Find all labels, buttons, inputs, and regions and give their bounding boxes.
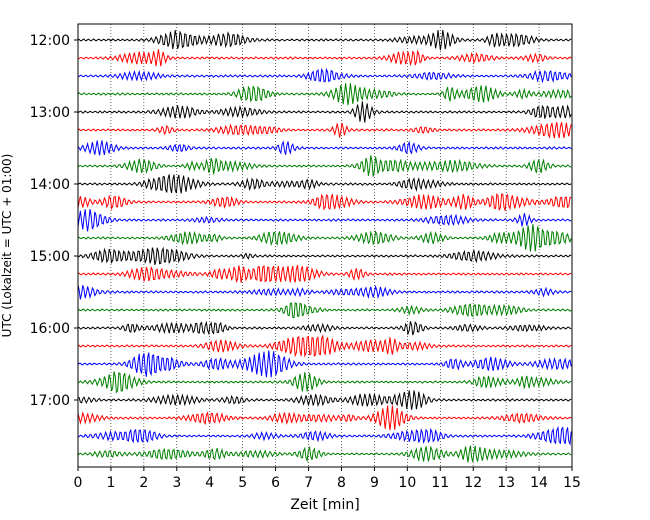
trace-12	[77, 224, 572, 252]
x-tick-label-4: 4	[205, 475, 214, 491]
trace-19	[77, 350, 572, 378]
trace-5	[77, 101, 572, 123]
trace-17	[77, 320, 572, 336]
y-tick-label-1: 13:00	[30, 105, 70, 121]
x-tick-label-2: 2	[139, 475, 148, 491]
trace-24	[77, 445, 572, 463]
x-axis-label: Zeit [min]	[290, 497, 359, 513]
trace-6	[77, 122, 572, 139]
y-axis-ticks: 12:00 13:00 14:00 15:00 16:00 17:00	[30, 33, 78, 409]
trace-20	[77, 371, 572, 394]
trace-9	[77, 174, 572, 194]
x-tick-label-1: 1	[106, 475, 115, 491]
x-tick-label-6: 6	[271, 475, 280, 491]
x-tick-label-12: 12	[464, 475, 482, 491]
x-tick-label-10: 10	[398, 475, 416, 491]
trace-15	[77, 284, 572, 300]
trace-23	[77, 425, 572, 446]
trace-22	[77, 405, 572, 431]
trace-3	[77, 67, 572, 84]
plot-frame	[77, 23, 573, 468]
x-tick-label-9: 9	[370, 475, 379, 491]
x-tick-label-3: 3	[172, 475, 181, 491]
x-tick-label-5: 5	[238, 475, 247, 491]
trace-2	[77, 49, 572, 67]
x-tick-label-14: 14	[530, 475, 548, 491]
trace-1	[77, 29, 572, 51]
x-tick-label-8: 8	[337, 475, 346, 491]
x-tick-label-7: 7	[304, 475, 313, 491]
trace-8	[77, 155, 572, 177]
y-tick-label-3: 15:00	[30, 249, 70, 265]
vertical-gridlines	[110, 24, 540, 467]
x-tick-label-0: 0	[74, 475, 83, 491]
trace-11	[77, 209, 572, 232]
x-tick-label-11: 11	[431, 475, 449, 491]
x-tick-label-13: 13	[497, 475, 515, 491]
trace-4	[77, 83, 572, 106]
trace-7	[77, 140, 572, 156]
x-axis-ticks: 0 1 2 3 4 5 6 7 8 9 10 11 12 13 14 15	[74, 467, 581, 491]
x-tick-label-15: 15	[563, 475, 581, 491]
y-axis-label: UTC (Lokalzeit = UTC + 01:00)	[0, 154, 14, 338]
y-tick-label-2: 14:00	[30, 177, 70, 193]
seismogram-traces	[77, 29, 572, 463]
y-tick-label-0: 12:00	[30, 33, 70, 49]
trace-16	[77, 302, 572, 319]
trace-21	[77, 390, 572, 410]
trace-10	[77, 192, 572, 211]
y-tick-label-5: 17:00	[30, 393, 70, 409]
y-tick-label-4: 16:00	[30, 321, 70, 337]
trace-18	[77, 334, 572, 358]
trace-13	[77, 246, 572, 265]
trace-14	[77, 264, 572, 284]
